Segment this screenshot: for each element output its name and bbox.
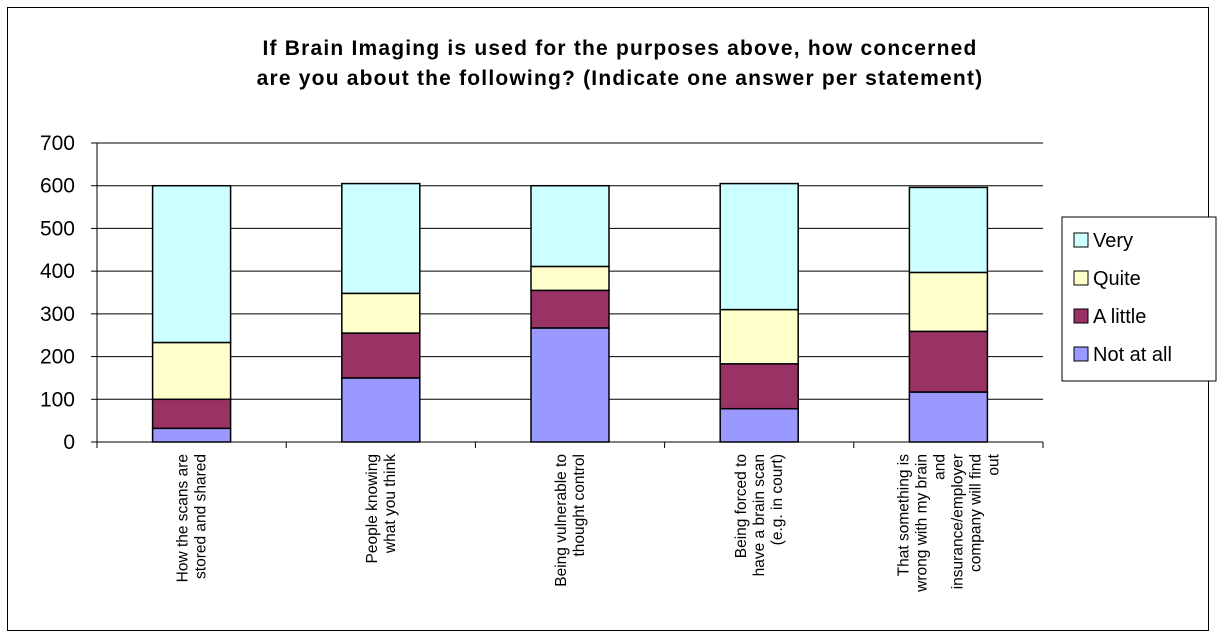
- bar-segment: [151, 398, 232, 430]
- y-tick-label: 0: [63, 431, 75, 454]
- x-category-label-line: thought control: [571, 454, 588, 557]
- bar-segment: [341, 292, 421, 334]
- legend-label: A little: [1093, 306, 1146, 328]
- bar-segment: [530, 265, 610, 292]
- x-category-label-line: (e.g. in court): [769, 454, 786, 545]
- x-category-label: Being vulnerable tothought control: [553, 454, 588, 587]
- x-axis: [96, 441, 1044, 448]
- bar-segment: [341, 182, 421, 295]
- bar-segment: [719, 308, 799, 365]
- legend-label: Very: [1093, 230, 1133, 252]
- chart-title: If Brain Imaging is used for the purpose…: [257, 37, 984, 90]
- bar-segment: [341, 377, 421, 443]
- bar-segment: [719, 182, 799, 311]
- x-category-label-line: what you think: [382, 454, 399, 554]
- bar-segment: [719, 407, 799, 443]
- x-category-label-line: insurance/employer: [949, 454, 966, 589]
- legend-label: Not at all: [1093, 344, 1172, 366]
- x-category-label-line: Being forced to: [733, 454, 750, 558]
- y-tick-label: 100: [40, 388, 75, 411]
- chart-title-line-1: If Brain Imaging is used for the purpose…: [262, 37, 977, 60]
- y-axis: 0 100 200 300 400 500 600 700: [40, 132, 98, 454]
- x-category-label-line: How the scans are: [175, 454, 192, 582]
- y-tick-label: 400: [40, 260, 75, 283]
- bar-segment: [151, 341, 232, 401]
- bars: [151, 182, 989, 443]
- legend: Very Quite A little Not at all: [1061, 216, 1217, 382]
- bar-segment: [151, 184, 232, 344]
- bar-segment: [530, 184, 610, 268]
- x-category-label: That something iswrong with my brainandi…: [895, 453, 1002, 593]
- bar-segment: [151, 427, 232, 443]
- legend-swatch: [1073, 308, 1089, 324]
- legend-swatch: [1073, 346, 1089, 362]
- x-category-label: Being forced tohave a brain scan(e.g. in…: [733, 454, 786, 576]
- y-tick-label: 700: [40, 132, 75, 155]
- x-category-label-line: That something is: [895, 454, 912, 577]
- x-category-label-line: have a brain scan: [751, 454, 768, 576]
- y-tick-label: 500: [40, 217, 75, 240]
- bar-segment: [719, 363, 799, 410]
- legend-swatch: [1073, 232, 1089, 248]
- x-category-label: People knowingwhat you think: [364, 454, 399, 564]
- bar-segment: [908, 186, 989, 274]
- legend-swatch: [1073, 270, 1089, 286]
- bar-segment: [530, 327, 610, 443]
- x-category-label-line: People knowing: [364, 454, 381, 563]
- x-category-label: How the scans arestored and shared: [175, 454, 210, 582]
- x-category-label-line: stored and shared: [193, 454, 210, 579]
- legend-label: Quite: [1093, 268, 1141, 290]
- y-tick-label: 200: [40, 346, 75, 369]
- category-labels: How the scans arestored and shared People…: [175, 453, 1003, 593]
- y-tick-label: 600: [40, 175, 75, 198]
- y-tick-label: 300: [40, 303, 75, 326]
- x-category-label-line: wrong with my brain: [913, 454, 930, 593]
- bar-segment: [530, 289, 610, 329]
- chart-title-line-2: are you about the following? (Indicate o…: [257, 67, 984, 90]
- bar-segment: [908, 271, 989, 333]
- x-category-label-line: company will find: [967, 454, 984, 572]
- x-category-label-line: Being vulnerable to: [553, 454, 570, 587]
- x-category-label-line: and: [931, 454, 948, 480]
- bar-segment: [341, 332, 421, 379]
- bar-segment: [908, 391, 989, 443]
- bar-segment: [908, 330, 989, 393]
- x-category-label-line: out: [985, 453, 1002, 475]
